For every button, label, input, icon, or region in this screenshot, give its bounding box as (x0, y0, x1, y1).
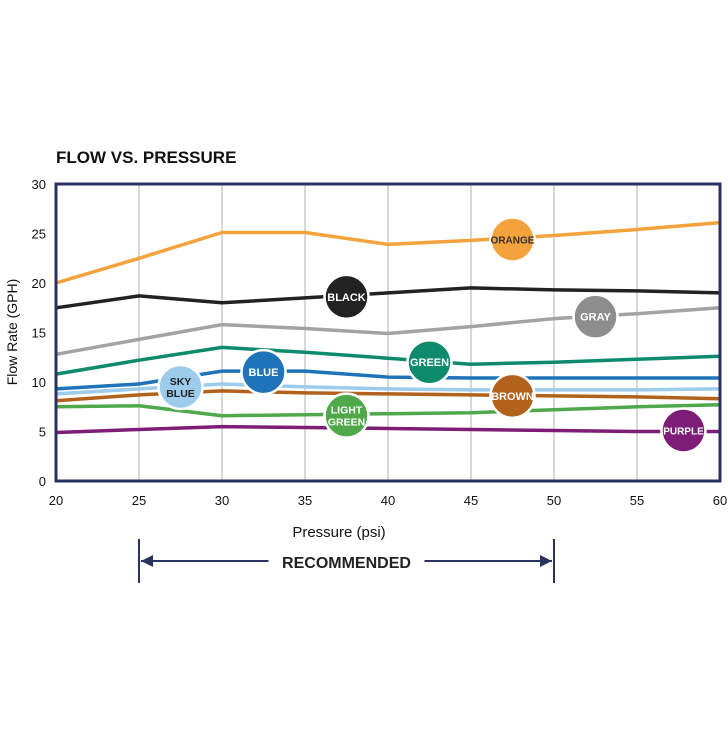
series-line-light-green (55, 403, 721, 418)
series-label-text-light-green: GREEN (328, 417, 365, 429)
series-line-orange (55, 220, 721, 285)
series-label-badge-brown (489, 372, 536, 420)
series-label-text-purple: PURPLE (663, 427, 704, 438)
x-tick-label-20: 20 (49, 493, 63, 508)
series-label-badge-blue (240, 348, 287, 396)
series-line-purple (55, 424, 720, 435)
series-label-text-green: GREEN (410, 357, 449, 369)
y-tick-label-5: 5 (39, 425, 46, 440)
series-label-text-orange: ORANGE (491, 235, 535, 246)
series-label-gray: GRAY (572, 293, 619, 340)
x-axis-label: Pressure (psi) (292, 524, 385, 541)
plot-frame (54, 182, 722, 483)
chart-title: FLOW VS. PRESSURE (56, 148, 236, 167)
y-tick-label-25: 25 (32, 227, 46, 242)
y-tick-label-30: 30 (32, 177, 46, 192)
recommended-annotation: RECOMMENDED (138, 539, 555, 583)
series-label-badge-green (406, 338, 453, 386)
series-label-text-gray: GRAY (580, 312, 611, 324)
y-tick-label-0: 0 (39, 474, 46, 489)
y-tick-label-20: 20 (32, 276, 46, 291)
y-tick-label-10: 10 (32, 375, 46, 390)
series-label-text-black: BLACK (327, 292, 366, 304)
recommended-label: RECOMMENDED (282, 555, 411, 572)
series-label-badge-gray (572, 293, 619, 340)
x-tick-label-40: 40 (381, 493, 395, 508)
x-tick-label-50: 50 (547, 493, 561, 508)
series-label-purple: PURPLE (660, 407, 707, 454)
series-label-badge-purple (660, 407, 707, 454)
series-label-text-light-green: LIGHT (331, 405, 363, 417)
series-line-black (55, 286, 721, 310)
series-label-badge-orange (489, 216, 536, 263)
series-label-green: GREEN (406, 338, 453, 386)
series-line-green (55, 345, 721, 376)
x-tick-label-35: 35 (298, 493, 312, 508)
series-label-badge-sky-blue (157, 363, 204, 411)
x-tick-label-25: 25 (132, 493, 146, 508)
x-tick-label-60: 60 (713, 493, 727, 508)
arrow-right-icon (540, 555, 552, 567)
series-label-text-brown: BROWN (491, 391, 534, 403)
x-tick-label-45: 45 (464, 493, 478, 508)
tick-labels: 20 25 30 35 40 45 50 55 60 0 5 10 15 20 25 30 (32, 177, 728, 508)
series-label-black: BLACK (323, 273, 370, 321)
series-label-orange: ORANGE (489, 216, 536, 263)
series-label-badge-light-green (323, 392, 370, 439)
x-tick-label-55: 55 (630, 493, 644, 508)
y-axis-label: Flow Rate (GPH) (4, 279, 20, 386)
arrow-left-icon (141, 555, 153, 567)
series-label-brown: BROWN (489, 372, 536, 420)
series-label-text-sky-blue: SKY (170, 376, 192, 388)
series-label-blue: BLUE (240, 348, 287, 396)
x-tick-label-30: 30 (215, 493, 229, 508)
series-label-badge-black (323, 273, 370, 321)
series-label-text-sky-blue: BLUE (166, 388, 195, 400)
y-tick-label-15: 15 (32, 326, 46, 341)
series-label-text-blue: BLUE (249, 367, 279, 379)
